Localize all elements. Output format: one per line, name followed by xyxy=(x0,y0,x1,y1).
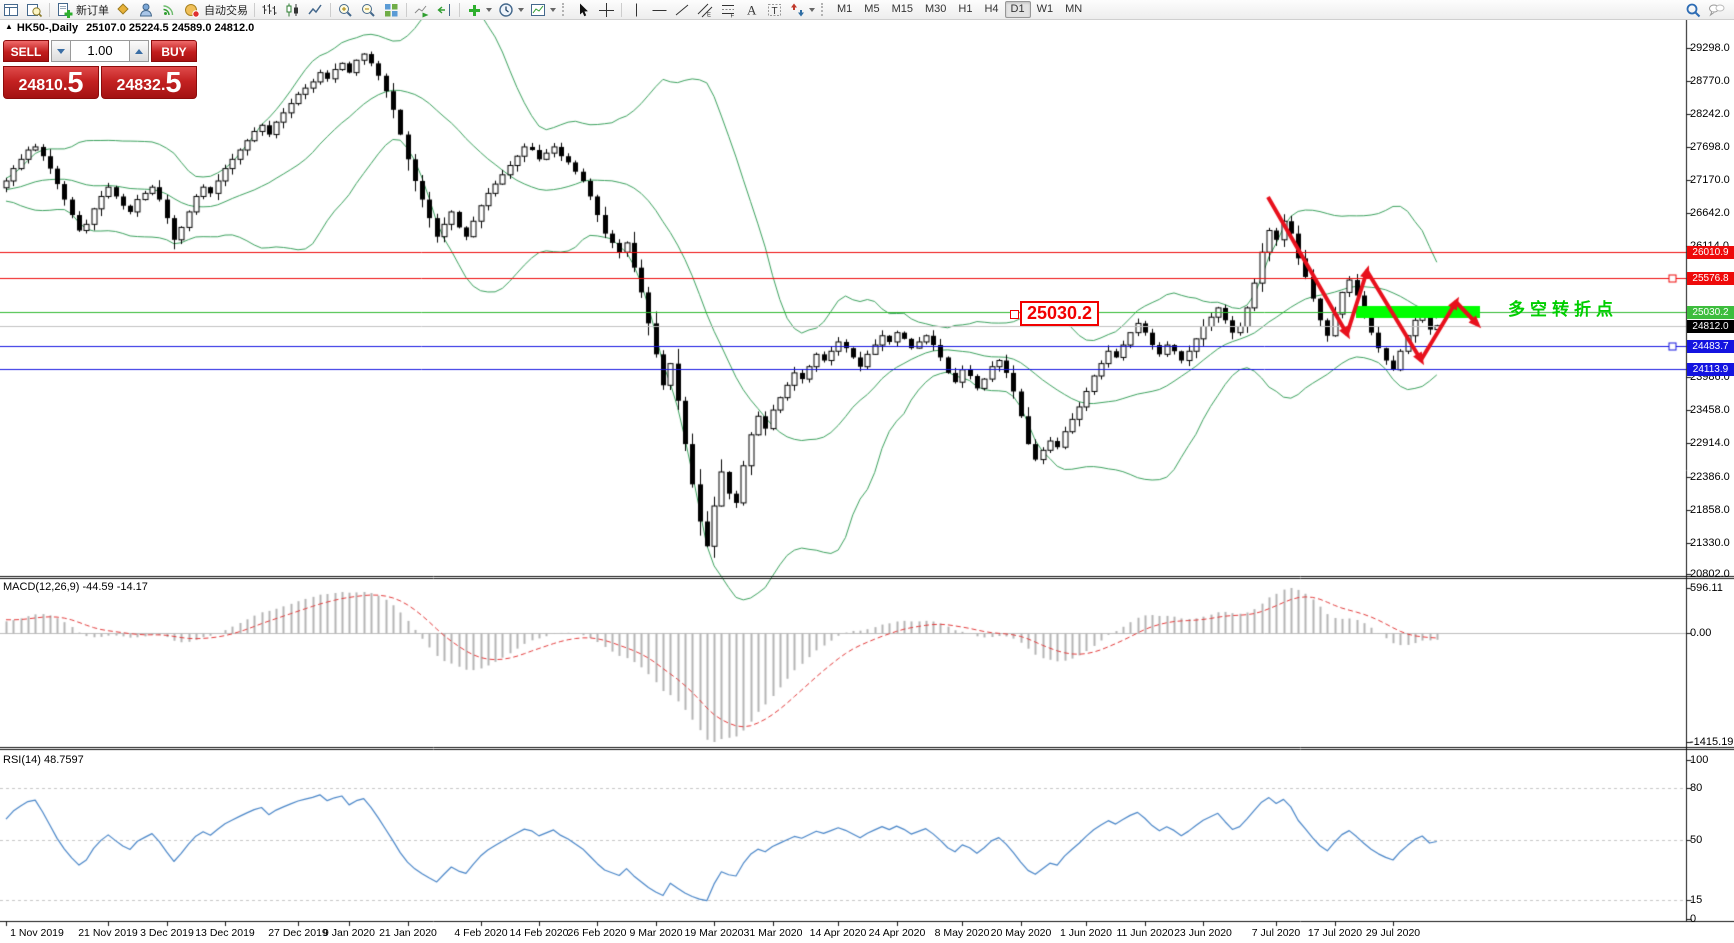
candle-chart-icon[interactable] xyxy=(281,1,304,18)
timeframe-m5-button[interactable]: M5 xyxy=(864,3,880,15)
autotrade-button[interactable]: 自动交易 xyxy=(181,1,251,18)
sell-button[interactable]: SELL xyxy=(3,40,49,62)
timeframe-m15-button[interactable]: M15 xyxy=(891,3,913,15)
toolbar-separator xyxy=(459,2,460,17)
macd-indicator-label: MACD(12,26,9) -44.59 -14.17 xyxy=(3,581,148,593)
arrows-icon[interactable] xyxy=(786,1,818,18)
volume-increase-button[interactable] xyxy=(129,40,149,62)
data-window-icon[interactable] xyxy=(23,1,46,18)
indicators-icon[interactable] xyxy=(463,1,495,18)
timeframe-h4-button[interactable]: H4 xyxy=(984,3,999,15)
collapse-toggle-icon[interactable]: ▲ xyxy=(5,22,13,31)
auto-scroll-icon[interactable] xyxy=(410,1,433,18)
toolbar-separator xyxy=(621,2,622,17)
vertical-line-icon[interactable] xyxy=(625,1,648,18)
symbol-period-label: HK50-,Daily xyxy=(16,22,79,34)
price-annotation-box[interactable]: 25030.2 xyxy=(1009,301,1100,326)
timeframe-d1-button[interactable]: D1 xyxy=(1004,1,1031,18)
chart-shift-icon[interactable] xyxy=(433,1,456,18)
tile-windows-icon[interactable] xyxy=(380,1,403,18)
signals-icon[interactable] xyxy=(158,1,181,18)
buy-button[interactable]: BUY xyxy=(151,40,197,62)
timeframe-m30-button[interactable]: M30 xyxy=(924,3,947,15)
timeframe-h1-button[interactable]: H1 xyxy=(958,3,973,15)
rsi-indicator-label: RSI(14) 48.7597 xyxy=(3,754,84,766)
up-arrow-icon xyxy=(135,48,143,54)
zoom-out-icon[interactable] xyxy=(357,1,380,18)
toolbar-separator xyxy=(49,2,50,17)
experts-icon[interactable] xyxy=(135,1,158,18)
line-chart-icon[interactable] xyxy=(304,1,327,18)
one-click-trading-panel: SELL 1.00 BUY 24810. 5 24832. 5 xyxy=(3,40,197,99)
periods-icon[interactable] xyxy=(495,1,527,18)
svg-text:T: T xyxy=(772,6,778,17)
toolbar: 新订单 自动交易 E F A T M1 M5 M15 M30 H1 H4 D1 W1 MN xyxy=(0,0,1734,20)
templates-icon[interactable] xyxy=(527,1,559,18)
cursor-icon[interactable] xyxy=(572,1,595,18)
horizontal-line-icon[interactable] xyxy=(648,1,671,18)
timeframe-w1-button[interactable]: W1 xyxy=(1036,3,1054,15)
volume-decrease-button[interactable] xyxy=(51,40,71,62)
toolbar-separator xyxy=(406,2,407,17)
svg-text:F: F xyxy=(731,13,735,18)
turning-point-label[interactable]: 多空转折点 xyxy=(1508,300,1618,319)
svg-text:A: A xyxy=(747,2,757,17)
timeframe-mn-button[interactable]: MN xyxy=(1065,3,1083,15)
trendline-icon[interactable] xyxy=(671,1,694,18)
search-icon[interactable] xyxy=(1682,1,1705,18)
svg-text:E: E xyxy=(707,12,711,18)
volume-input[interactable]: 1.00 xyxy=(71,40,129,62)
toolbar-grip xyxy=(821,3,827,16)
chart-header: ▲ HK50-,Daily 25107.0 25224.5 24589.0 2481… xyxy=(5,22,254,34)
ask-price[interactable]: 24832. 5 xyxy=(101,66,197,99)
down-arrow-icon xyxy=(57,48,65,54)
toolbar-separator xyxy=(254,2,255,17)
bid-price[interactable]: 24810. 5 xyxy=(3,66,99,99)
ohlc-readout: 25107.0 25224.5 24589.0 24812.0 xyxy=(86,22,255,34)
equidistant-channel-icon[interactable]: E xyxy=(694,1,717,18)
toolbar-grip xyxy=(562,3,568,16)
chat-icon[interactable] xyxy=(1705,1,1728,18)
fibonacci-icon[interactable]: F xyxy=(717,1,740,18)
bar-chart-icon[interactable] xyxy=(258,1,281,18)
toolbar-separator xyxy=(330,2,331,17)
text-icon[interactable]: A xyxy=(740,1,763,18)
zoom-in-icon[interactable] xyxy=(334,1,357,18)
market-watch-icon[interactable] xyxy=(0,1,23,18)
text-label-icon[interactable]: T xyxy=(763,1,786,18)
crosshair-icon[interactable] xyxy=(595,1,618,18)
new-order-button[interactable]: 新订单 xyxy=(53,1,112,18)
metaeditor-icon[interactable] xyxy=(112,1,135,18)
timeframe-m1-button[interactable]: M1 xyxy=(837,3,853,15)
